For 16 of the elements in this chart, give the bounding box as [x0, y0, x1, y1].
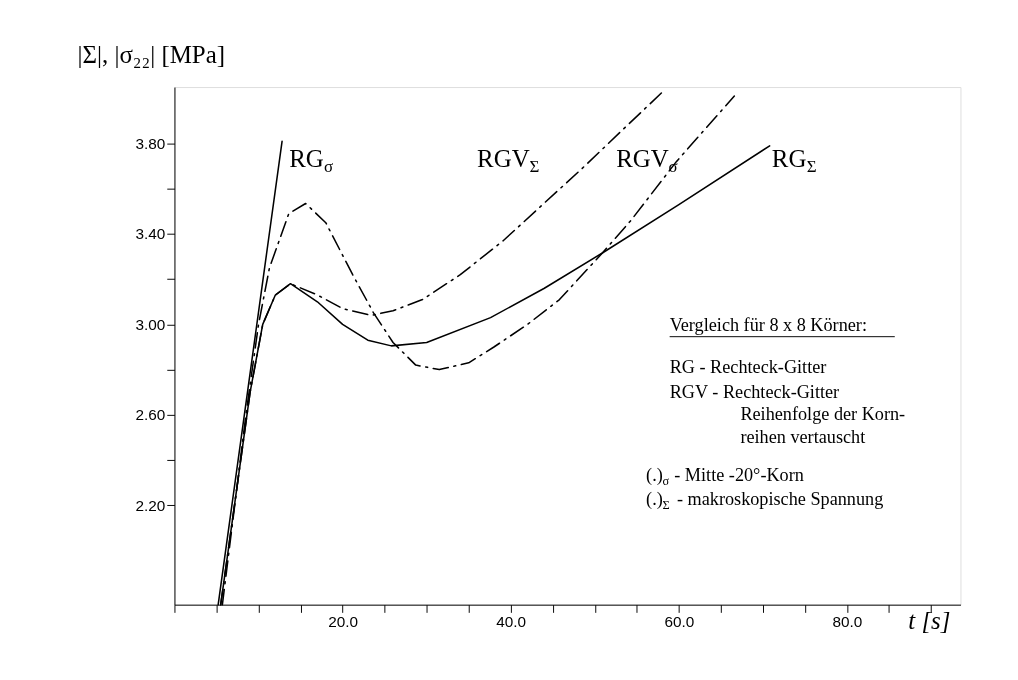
x-tick-label: 80.0 [832, 613, 863, 631]
x-tick-label: 40.0 [496, 613, 527, 631]
y-tick-label: 3.80 [135, 134, 166, 152]
y-tick-label: 3.40 [135, 225, 166, 243]
annotation: RGV - Rechteck-Gitter [669, 382, 840, 403]
x-axis-title: t [s] [908, 607, 951, 635]
annotation: reihen vertauscht [740, 426, 866, 447]
annotation: RG - Rechteck-Gitter [669, 357, 827, 378]
chart-title: |Σ|, |σ₂₂| [MPa] [77, 41, 226, 69]
y-tick-label: 3.00 [135, 315, 166, 333]
annotation: Reihenfolge der Korn- [740, 404, 906, 425]
x-tick-label: 60.0 [664, 613, 695, 631]
x-tick-label: 20.0 [328, 613, 358, 631]
y-tick-label: 2.60 [135, 406, 166, 424]
y-tick-label: 2.20 [135, 496, 166, 514]
annotation: Vergleich für 8 x 8 Körner: [669, 314, 867, 335]
